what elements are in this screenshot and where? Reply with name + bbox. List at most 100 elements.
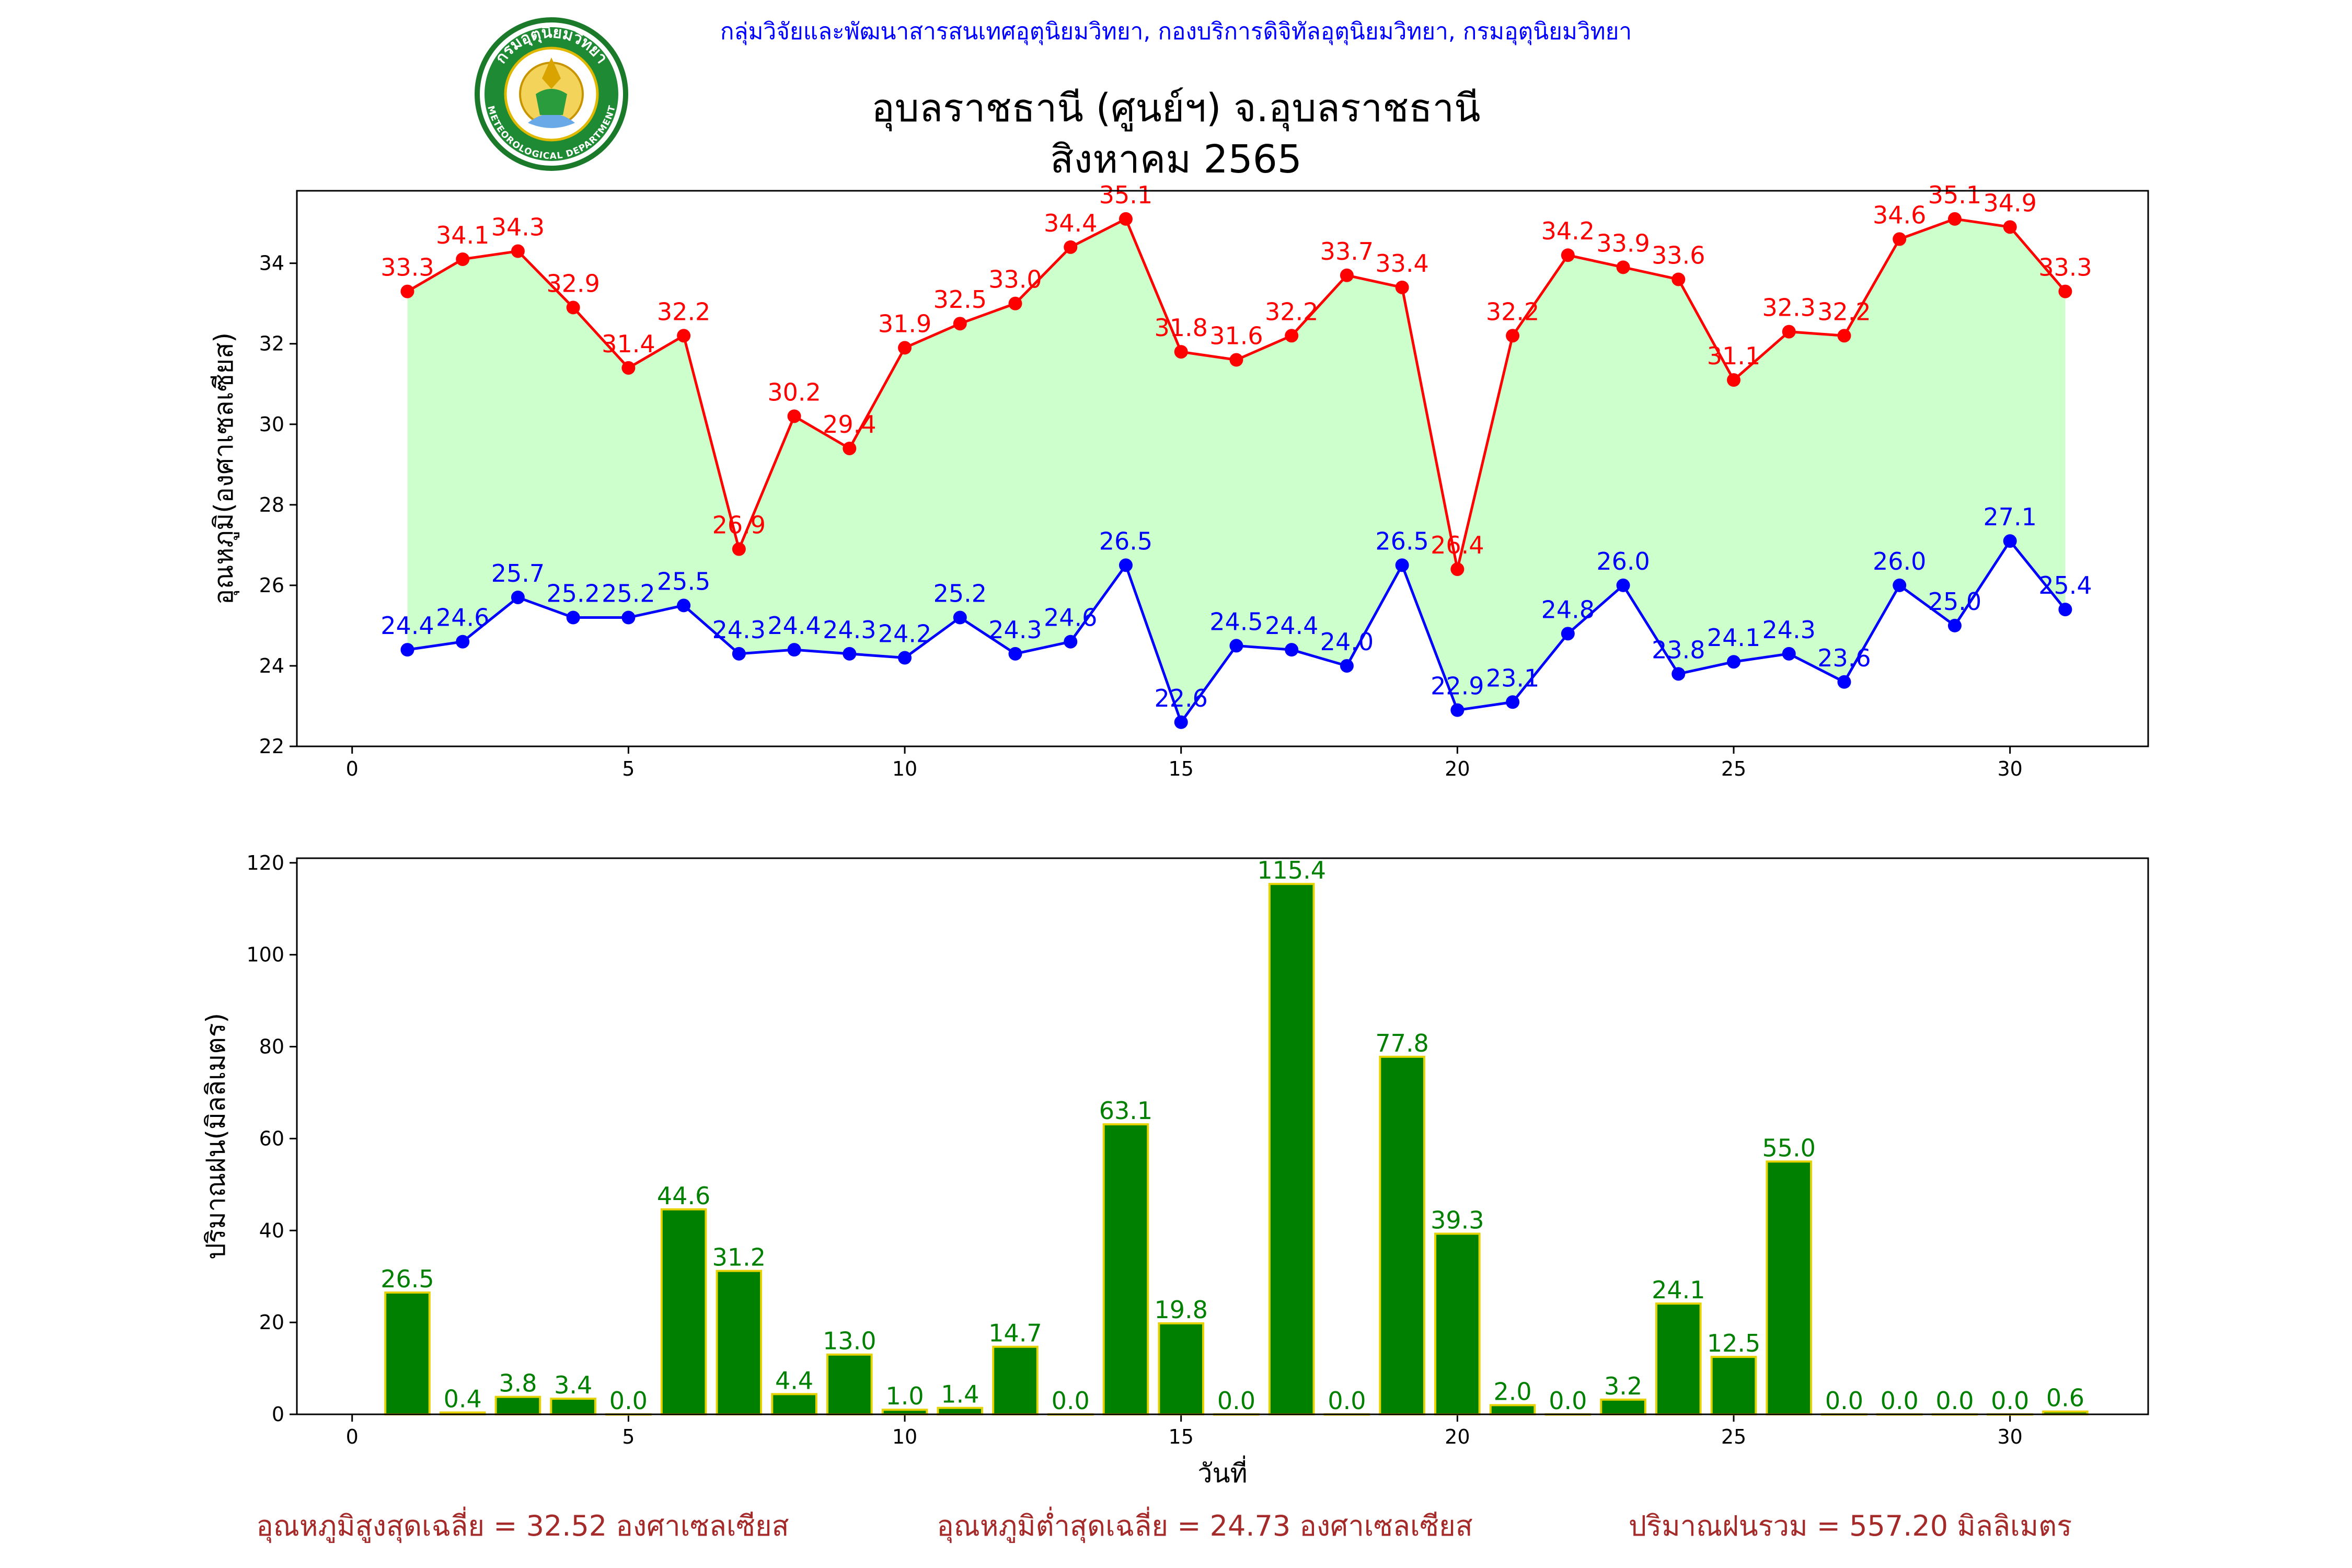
min-temperature-label: 23.6	[1817, 644, 1871, 672]
rainfall-label: 0.0	[1052, 1387, 1090, 1415]
min-temperature-point	[1064, 635, 1078, 649]
max-temperature-point	[1616, 260, 1630, 274]
min-temperature-label: 25.7	[491, 559, 545, 587]
max-temperature-label: 31.1	[1707, 342, 1760, 370]
x-tick-label: 30	[1997, 1425, 2022, 1448]
max-temperature-label: 29.4	[823, 410, 876, 439]
max-temperature-point	[1229, 353, 1243, 367]
min-temperature-label: 24.4	[767, 612, 821, 640]
rainfall-label: 12.5	[1707, 1329, 1760, 1357]
rainfall-label: 55.0	[1762, 1134, 1816, 1162]
rainfall-label: 0.0	[1991, 1387, 2029, 1415]
rainfall-label: 0.0	[1328, 1387, 1366, 1415]
min-temperature-point	[898, 651, 912, 665]
chart-subtitle: สิงหาคม 2565	[1050, 137, 1302, 182]
rainfall-label: 3.4	[554, 1371, 592, 1399]
min-temperature-point	[621, 610, 636, 625]
rainfall-bar	[550, 1398, 596, 1416]
rainfall-axis-label: ปริมาณฝน(มิลลิเมตร)	[201, 1013, 231, 1260]
max-temperature-label: 31.9	[878, 309, 931, 338]
rainfall-label: 26.5	[381, 1265, 434, 1293]
y-tick-label: 0	[272, 1403, 284, 1426]
min-temperature-label: 25.4	[2038, 571, 2092, 599]
temperature-range-fill	[407, 218, 2066, 722]
y-tick-label: 22	[259, 735, 284, 758]
rainfall-label: 39.3	[1431, 1206, 1484, 1234]
max-temperature-label: 33.0	[988, 266, 1042, 294]
min-temperature-label: 24.6	[1044, 604, 1097, 632]
max-temperature-point	[1008, 296, 1022, 310]
max-temperature-label: 32.5	[933, 285, 987, 314]
min-temperature-point	[787, 643, 801, 657]
rainfall-bar	[1268, 883, 1315, 1415]
x-tick-label: 10	[892, 757, 917, 780]
min-temperature-label: 24.3	[823, 616, 876, 644]
max-temperature-point	[1671, 272, 1686, 286]
max-temperature-labels: 33.334.1 34.332.931.432.226.930.229.431.9…	[381, 181, 2092, 559]
y-tick-label: 80	[259, 1035, 284, 1058]
min-temperature-point	[1229, 639, 1243, 653]
max-temperature-point	[1947, 212, 1962, 226]
min-temperature-label: 25.0	[1928, 587, 1981, 616]
max-temperature-point	[1064, 240, 1078, 254]
max-temperature-point	[400, 284, 414, 298]
min-temperature-point	[1561, 627, 1575, 641]
rainfall-label: 31.2	[712, 1243, 766, 1272]
min-temperature-label: 24.6	[436, 604, 489, 632]
max-temperature-point	[2003, 220, 2017, 234]
rainfall-label: 4.4	[775, 1366, 813, 1394]
min-temperature-point	[400, 643, 414, 657]
x-tick-label: 15	[1169, 1425, 1194, 1448]
rainfall-label: 0.0	[1825, 1387, 1863, 1415]
rainfall-bar	[1489, 1404, 1536, 1416]
min-temperature-label: 23.1	[1486, 664, 1539, 692]
y-tick-label: 100	[246, 943, 284, 966]
rainfall-bar	[1766, 1160, 1813, 1415]
rainfall-label: 2.0	[1494, 1377, 1532, 1405]
max-temperature-label: 33.9	[1596, 229, 1650, 257]
rainfall-bar	[1379, 1055, 1425, 1415]
rainfall-bar	[826, 1353, 873, 1416]
min-temperature-point	[2003, 534, 2017, 548]
rainfall-chart: 0 5 10 15 20 25 30 0 20 40 60 80 100 120 26.5 0.4 3.8 3.…	[201, 851, 2149, 1489]
max-temperature-label: 32.9	[546, 269, 599, 297]
rainfall-label: 1.4	[941, 1380, 979, 1409]
average-max-temperature: อุณหภูมิสูงสุดเฉลี่ย = 32.52 องศาเซลเซีย…	[256, 1506, 789, 1543]
rainfall-label: 0.0	[1217, 1387, 1255, 1415]
max-temperature-label: 33.3	[2038, 253, 2092, 282]
x-tick-label: 0	[346, 1425, 359, 1448]
max-temperature-point	[1893, 232, 1907, 246]
min-temperature-point	[1174, 715, 1188, 729]
min-temperature-label: 26.0	[1873, 547, 1926, 575]
rainfall-label: 3.8	[499, 1369, 537, 1398]
x-tick-label: 25	[1721, 1425, 1746, 1448]
max-temperature-label: 34.2	[1541, 217, 1595, 245]
max-temperature-label: 33.4	[1375, 249, 1428, 278]
max-temperature-label: 33.3	[381, 253, 434, 282]
min-temperature-point	[1119, 558, 1133, 572]
max-temperature-label: 33.6	[1652, 241, 1705, 269]
min-temperature-point	[1671, 667, 1686, 681]
rainfall-bar	[660, 1208, 707, 1416]
min-temperature-label: 24.4	[381, 612, 434, 640]
max-temperature-point	[1561, 248, 1575, 262]
min-temperature-point	[1947, 618, 1962, 632]
min-temperature-label: 24.3	[1762, 616, 1816, 644]
min-temperature-label: 24.3	[712, 616, 766, 644]
min-temperature-label: 25.2	[602, 580, 655, 608]
rainfall-label: 1.0	[885, 1382, 924, 1410]
rainfall-bar	[771, 1393, 817, 1415]
min-temperature-point	[1727, 655, 1741, 669]
max-temperature-point	[621, 361, 636, 375]
max-temperature-label: 34.1	[436, 221, 489, 249]
max-temperature-point	[843, 441, 857, 455]
department-logo: กรมอุตุนิยมวิทยา METEOROLOGICAL DEPARTME…	[475, 17, 628, 171]
rainfall-label: 0.0	[609, 1387, 648, 1415]
max-temperature-label: 30.2	[767, 378, 821, 406]
max-temperature-point	[1727, 373, 1741, 387]
max-temperature-label: 34.9	[1983, 189, 2036, 217]
max-temperature-label: 32.2	[1486, 297, 1539, 326]
min-temperature-label: 24.5	[1209, 607, 1263, 636]
min-temperature-label: 24.0	[1320, 628, 1374, 656]
min-temperature-point	[1395, 558, 1409, 572]
